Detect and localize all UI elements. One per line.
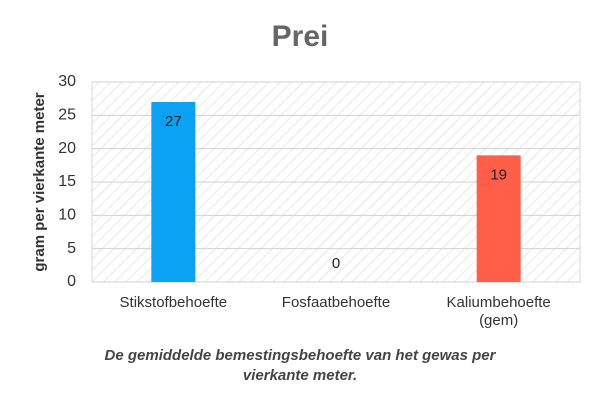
x-tick-label: Stikstofbehoefte xyxy=(119,294,228,311)
x-tick-label: Kaliumbehoefte (gem) xyxy=(446,294,551,329)
y-tick-label: 25 xyxy=(58,107,76,124)
y-tick-label: 15 xyxy=(58,173,76,190)
y-tick-label: 20 xyxy=(58,140,76,157)
y-tick-label: 0 xyxy=(67,273,76,290)
y-tick-label: 10 xyxy=(58,207,76,224)
data-label: 19 xyxy=(490,166,507,183)
y-tick-label: 5 xyxy=(67,240,76,257)
data-label: 0 xyxy=(332,255,340,272)
bar xyxy=(476,155,521,282)
bar xyxy=(151,102,196,282)
y-tick-label: 30 xyxy=(58,73,76,90)
x-tick-label: Fosfaatbehoefte xyxy=(281,294,391,311)
caption: De gemiddelde bemestingsbehoefte van het… xyxy=(104,347,496,384)
y-axis-label: gram per vierkante meter xyxy=(31,92,48,271)
chart-title: Prei xyxy=(272,20,329,53)
data-label: 27 xyxy=(165,113,182,130)
